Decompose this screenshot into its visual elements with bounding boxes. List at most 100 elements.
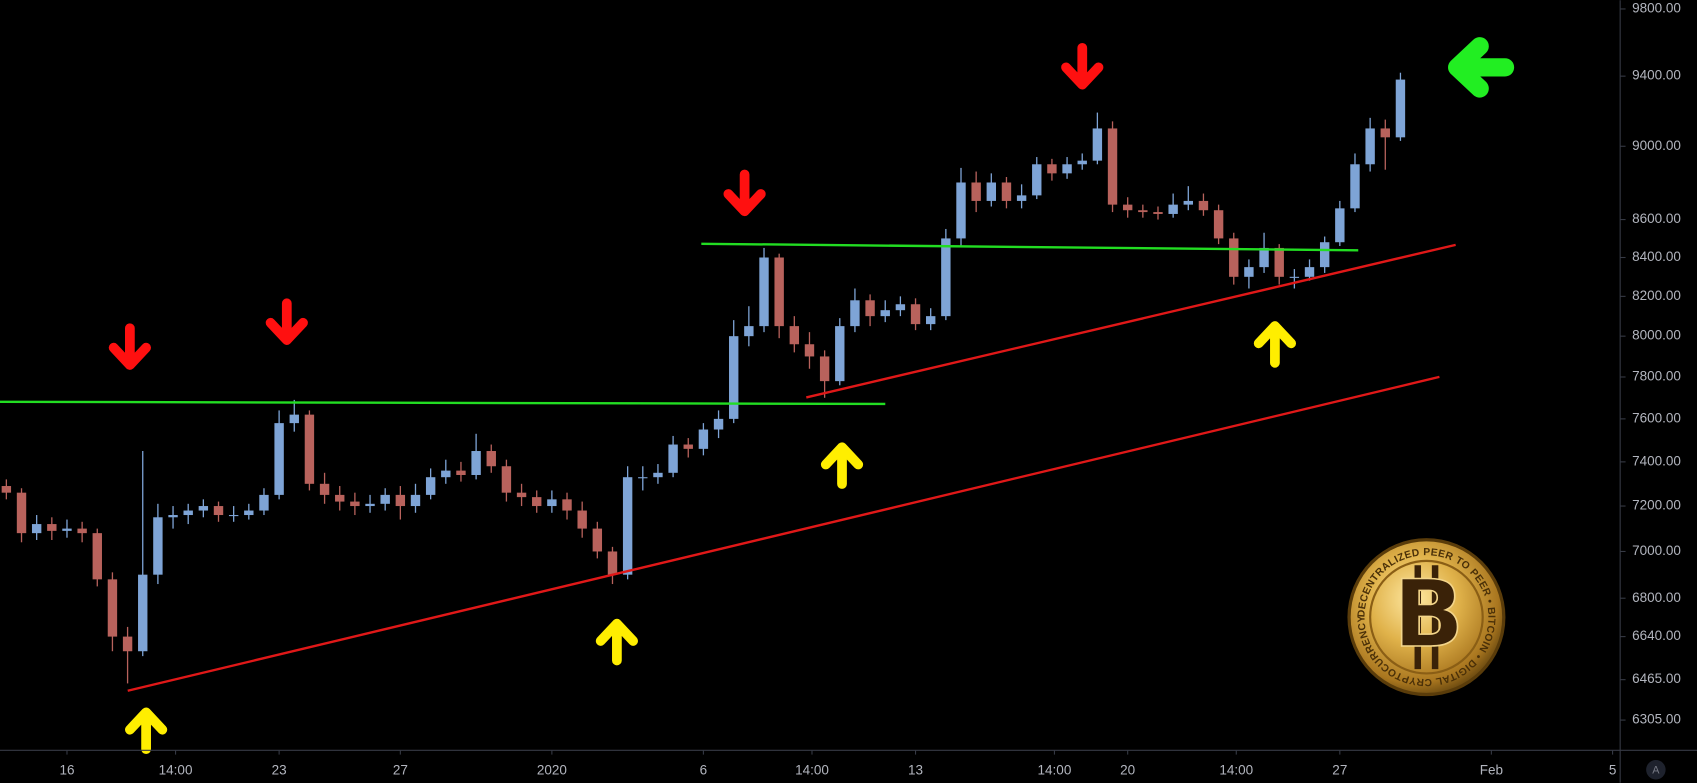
- candle-body: [668, 444, 678, 473]
- candle-body: [410, 494, 421, 507]
- auto-scale-label[interactable]: A: [1652, 765, 1660, 777]
- up-arrows: [125, 321, 1297, 755]
- candle-body: [804, 344, 815, 357]
- candle-body: [1092, 128, 1103, 161]
- candle-body: [168, 515, 178, 518]
- candle-body: [350, 501, 360, 507]
- auto-scale-button[interactable]: [1646, 760, 1666, 780]
- candle-body: [1, 486, 12, 493]
- candle-body: [1062, 164, 1072, 174]
- candle-body: [1032, 164, 1042, 196]
- candle-body: [92, 533, 102, 580]
- x-tick-label: 14:00: [1038, 762, 1072, 777]
- candle-body: [744, 326, 754, 337]
- candle-body: [1198, 200, 1209, 211]
- x-tick-label: Feb: [1480, 762, 1503, 777]
- resistance-line: [0, 400, 886, 406]
- down-arrow: [723, 169, 766, 217]
- y-tick-label: 8600.00: [1632, 211, 1681, 226]
- y-tick-label: 7200.00: [1632, 498, 1681, 513]
- x-tick-label: 23: [272, 762, 287, 777]
- candle-body: [759, 257, 769, 327]
- candle-body: [516, 492, 527, 498]
- candle-body: [198, 506, 209, 511]
- candle-body: [547, 499, 557, 507]
- x-tick-label: 14:00: [1219, 762, 1253, 777]
- candle-body: [1107, 128, 1118, 205]
- candles: [1, 72, 1406, 684]
- x-tick-label: 27: [1332, 762, 1347, 777]
- candle-body: [835, 326, 845, 382]
- candle-body: [1335, 208, 1345, 243]
- candle-body: [1395, 79, 1406, 138]
- candle-body: [729, 336, 739, 419]
- candle-body: [319, 483, 330, 495]
- y-tick-label: 8200.00: [1632, 288, 1681, 303]
- candle-body: [789, 326, 800, 345]
- candle-body: [380, 494, 390, 504]
- down-arrow: [1061, 43, 1104, 90]
- candle-body: [1047, 164, 1057, 174]
- candle-body: [819, 356, 830, 382]
- candle-body: [1380, 128, 1390, 138]
- left-arrow: [1448, 37, 1515, 98]
- candle-body: [1168, 204, 1178, 214]
- candle-body: [1244, 267, 1254, 277]
- x-tick-label: 6: [700, 762, 708, 777]
- x-tick-label: 14:00: [795, 762, 829, 777]
- y-tick-label: 7800.00: [1632, 369, 1681, 384]
- candle-body: [304, 414, 315, 484]
- axes: 6305.00 6465.00 6640.00 6800.00 7000.00 7200.…: [59, 1, 1680, 778]
- candle-body: [713, 418, 724, 430]
- y-tick-label: 6640.00: [1632, 628, 1681, 643]
- candle-body: [895, 304, 906, 311]
- up-arrow: [125, 707, 168, 755]
- candle-body: [425, 477, 436, 495]
- y-tick-label: 6305.00: [1632, 712, 1681, 727]
- candle-body: [62, 528, 72, 531]
- resistance-line: [701, 242, 1359, 252]
- candle-body: [1289, 276, 1300, 278]
- candle-body: [865, 300, 875, 317]
- candle-body: [910, 304, 921, 325]
- candle-body: [274, 423, 284, 495]
- y-tick-label: 9000.00: [1632, 138, 1681, 153]
- candle-body: [1319, 242, 1330, 268]
- candle-body: [925, 316, 936, 325]
- candle-body: [1365, 128, 1375, 165]
- y-tick-label: 8400.00: [1632, 249, 1681, 264]
- candle-body: [153, 517, 163, 575]
- y-tick-label: 9800.00: [1632, 1, 1681, 16]
- x-tick-label: 14:00: [159, 762, 193, 777]
- y-tick-label: 7600.00: [1632, 410, 1681, 425]
- candle-body: [122, 636, 133, 652]
- candle-body: [622, 477, 633, 575]
- candle-body: [471, 451, 481, 475]
- candle-body: [1138, 210, 1148, 213]
- y-tick-label: 9400.00: [1632, 68, 1681, 83]
- y-tick-label: 8000.00: [1632, 328, 1681, 343]
- candle-body: [1122, 204, 1133, 211]
- candle-body: [638, 477, 648, 479]
- logo-inner-ring: [1369, 559, 1484, 675]
- candle-body: [259, 494, 269, 511]
- logo-coin: [1350, 541, 1503, 693]
- candle-body: [228, 515, 239, 517]
- candle-body: [1229, 238, 1239, 277]
- candle-body: [213, 506, 224, 516]
- candle-body: [880, 310, 890, 317]
- candle-body: [16, 492, 27, 534]
- candle-body: [138, 574, 148, 652]
- y-tick-label: 6800.00: [1632, 590, 1681, 605]
- y-tick-label: 7400.00: [1632, 453, 1681, 468]
- up-arrow: [820, 442, 864, 489]
- trend-line: [806, 243, 1456, 399]
- down-arrows: [108, 43, 1104, 370]
- candle-body: [107, 579, 118, 637]
- x-tick-label: 13: [908, 762, 923, 777]
- candle-body: [592, 528, 603, 552]
- candle-body: [1350, 164, 1360, 209]
- up-arrow: [1253, 321, 1297, 368]
- candle-body: [1153, 212, 1163, 214]
